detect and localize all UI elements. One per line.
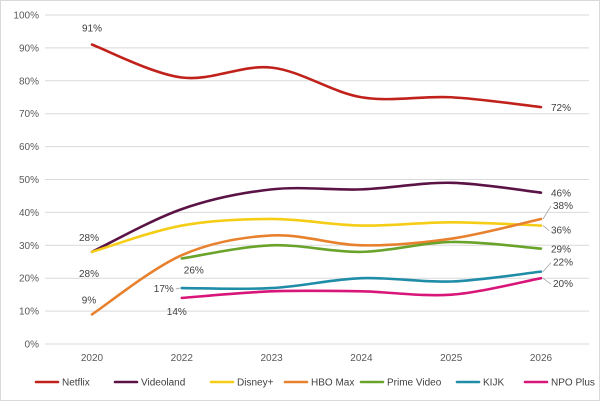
data-label: 38% <box>553 201 573 212</box>
x-tick-label: 2023 <box>260 353 283 364</box>
x-tick-label: 2026 <box>530 353 553 364</box>
y-tick-label: 80% <box>19 76 39 87</box>
data-label-leader <box>175 287 180 290</box>
legend: Netflix Videoland Disney+ HBO Max Prime Vide… <box>34 378 595 389</box>
data-label-leader <box>542 205 552 220</box>
data-label: 91% <box>82 24 102 35</box>
data-label: 36% <box>551 226 571 237</box>
series-line-kijk <box>180 270 543 291</box>
data-label: 46% <box>551 189 571 200</box>
legend-label: KIJK <box>483 378 504 389</box>
series-line-netflix <box>90 43 543 109</box>
data-label-leader <box>542 277 552 285</box>
y-tick-label: 0% <box>25 340 40 351</box>
x-tick-label: 2024 <box>350 353 373 364</box>
legend-label: Disney+ <box>237 378 274 389</box>
y-tick-label: 10% <box>19 307 39 318</box>
data-label: 26% <box>184 265 204 276</box>
x-tick-label: 2022 <box>171 353 194 364</box>
legend-label: Videoland <box>141 378 185 389</box>
x-tick-label: 2025 <box>440 353 463 364</box>
data-label: 17% <box>154 284 174 295</box>
gridlines <box>45 14 589 345</box>
data-label-leader <box>542 262 552 272</box>
y-tick-label: 30% <box>19 241 39 252</box>
series-line-prime-video <box>180 240 543 260</box>
series-line-hbo-max <box>90 217 543 316</box>
y-axis: 0% 10% 20% 30% 40% 50% 60% 70% 80% 90% 100% <box>13 11 39 351</box>
series-line-npo-plus <box>180 276 543 300</box>
y-tick-label: 20% <box>19 274 39 285</box>
y-tick-label: 90% <box>19 43 39 54</box>
data-label-leader <box>542 225 550 231</box>
y-tick-label: 70% <box>19 109 39 120</box>
data-label: 9% <box>82 295 97 306</box>
data-label: 72% <box>551 103 571 114</box>
data-label: 20% <box>553 279 573 290</box>
x-axis: 2020 2022 2023 2024 2025 2026 <box>81 353 553 364</box>
legend-label: HBO Max <box>311 378 354 389</box>
series-lines <box>90 43 543 316</box>
series-line-videoland <box>90 181 543 254</box>
data-label: 22% <box>553 258 573 269</box>
y-tick-label: 60% <box>19 142 39 153</box>
series-line-disney- <box>90 217 543 254</box>
legend-label: Prime Video <box>387 378 442 389</box>
data-label: 29% <box>551 245 571 256</box>
data-label: 28% <box>79 269 99 280</box>
legend-label: Netflix <box>62 378 90 389</box>
x-tick-label: 2020 <box>81 353 104 364</box>
data-label: 14% <box>167 307 187 318</box>
y-tick-label: 40% <box>19 208 39 219</box>
data-labels: 91% 72% 28% 46% 28% 36% 9% 38% 26% 29% 17% 22% 14% 20… <box>79 24 573 318</box>
legend-label: NPO Plus <box>551 378 595 389</box>
data-label: 28% <box>79 233 99 244</box>
y-tick-label: 100% <box>13 11 39 22</box>
y-tick-label: 50% <box>19 175 39 186</box>
